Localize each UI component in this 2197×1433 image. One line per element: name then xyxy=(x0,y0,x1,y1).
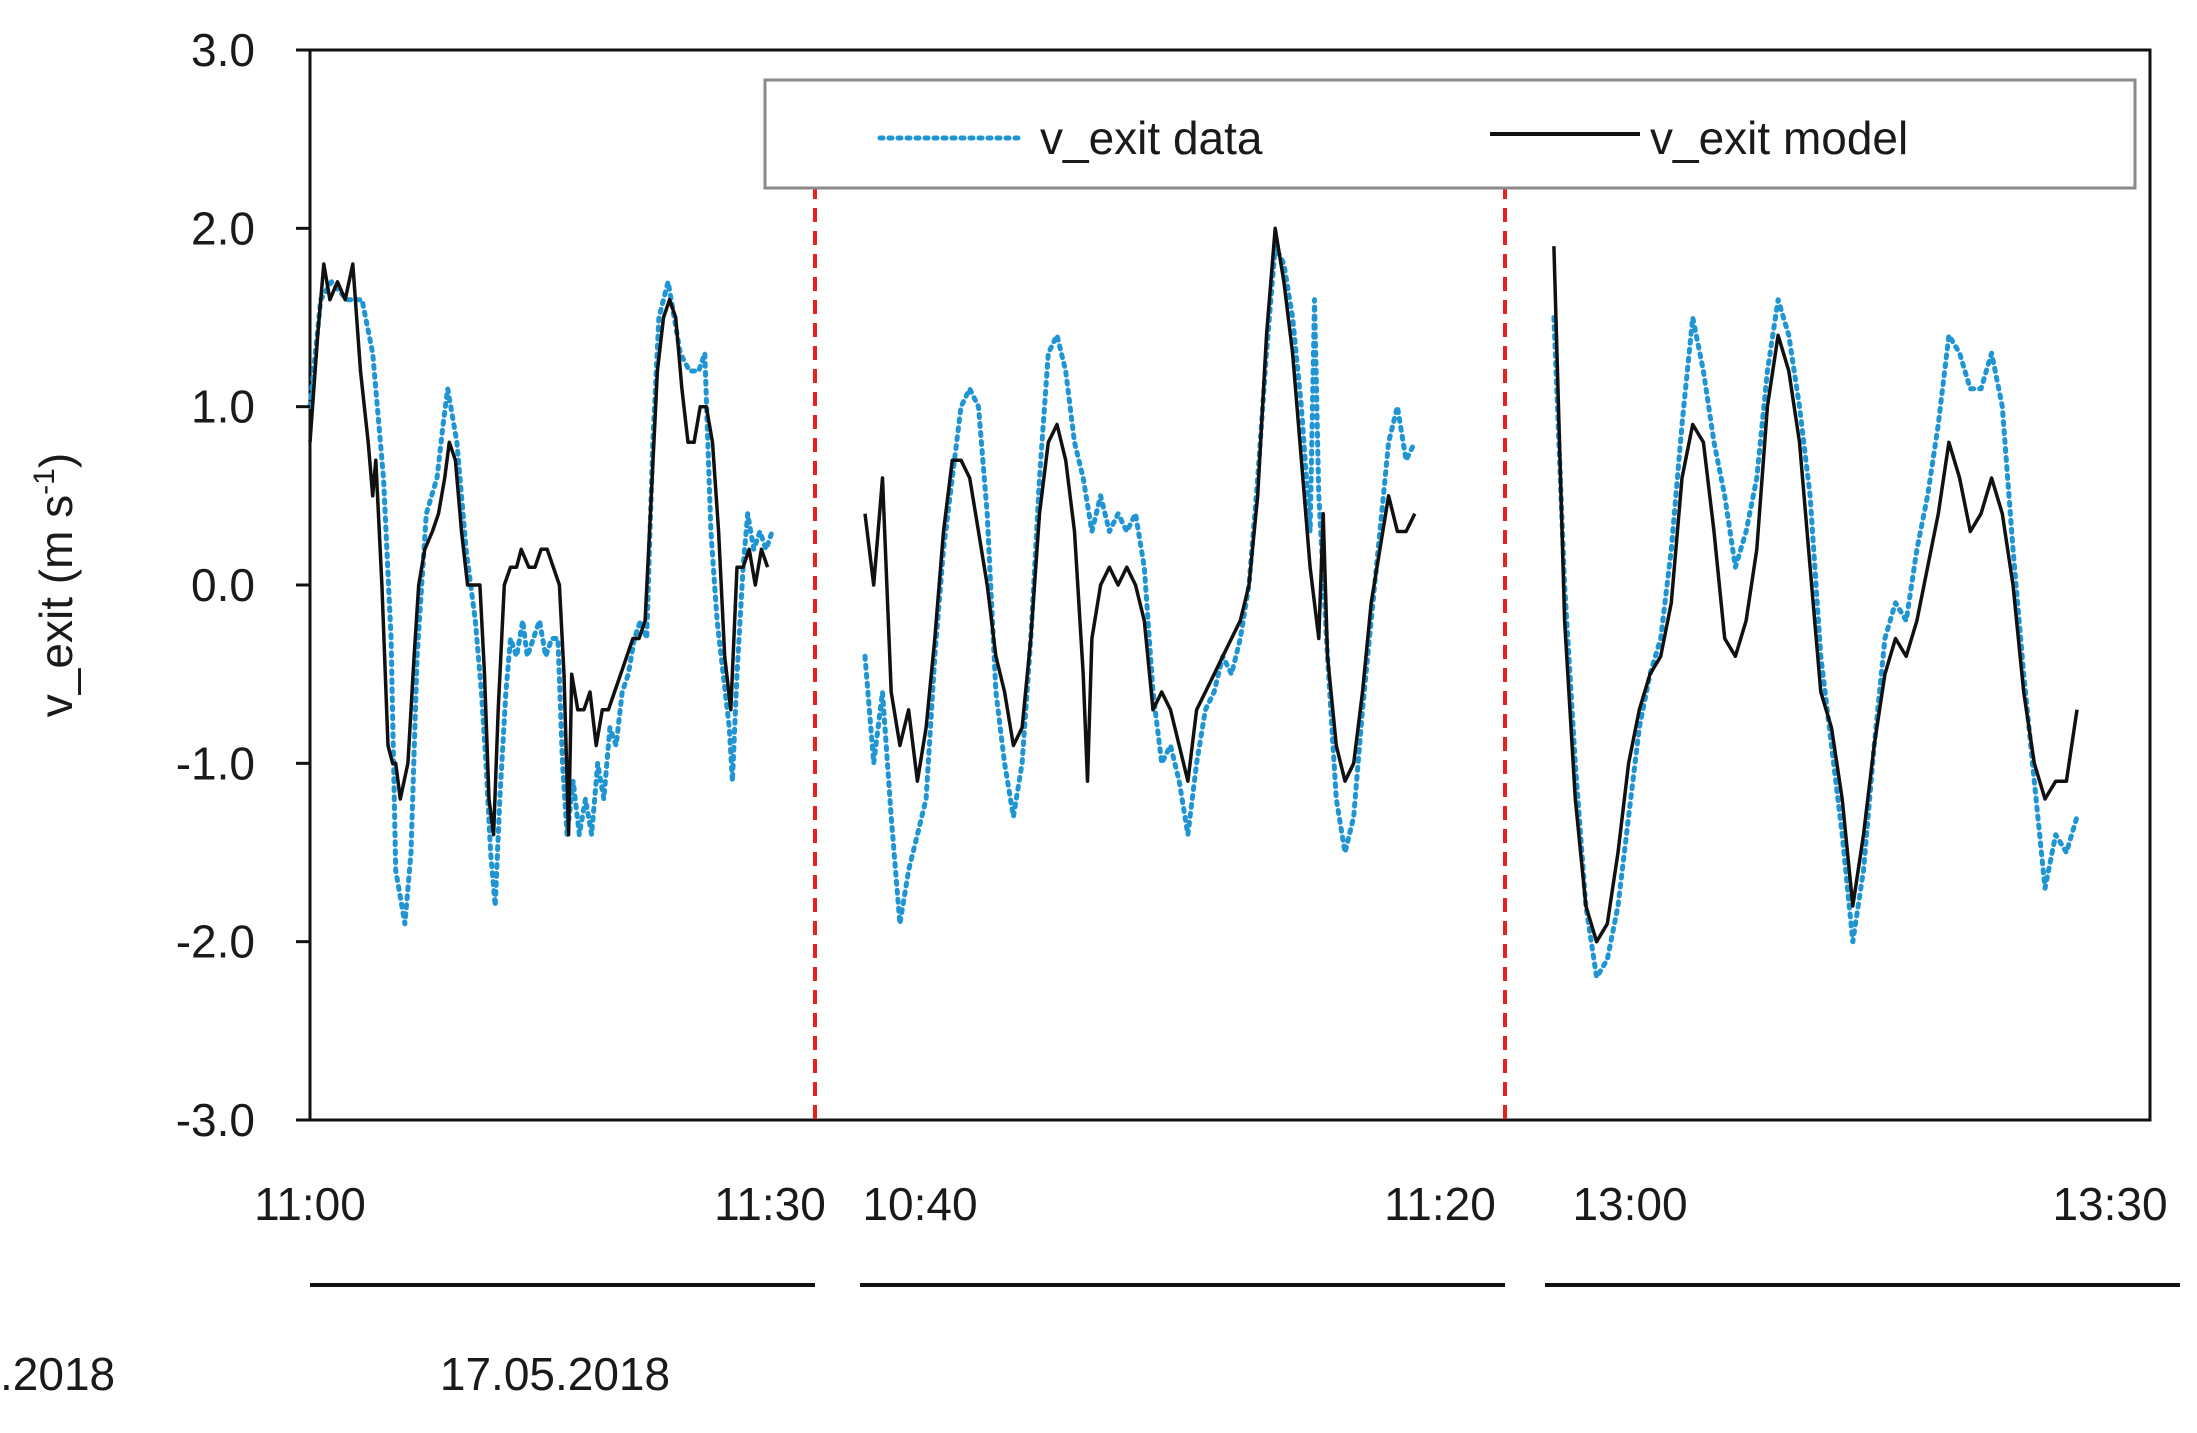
y-axis-label-tail: ) xyxy=(30,453,82,468)
y-axis-label-main: v_exit (m s xyxy=(30,495,82,717)
series-model-line-3 xyxy=(1552,246,2079,944)
y-tick-label: -1.0 xyxy=(176,737,255,789)
plot-frame xyxy=(308,48,2152,1122)
segment-dividers xyxy=(813,185,1507,1120)
y-axis-label: v_exit (m s-1) xyxy=(28,453,82,717)
date-label: 22.05.2018 xyxy=(0,1348,115,1400)
y-tick-label: 2.0 xyxy=(191,202,255,254)
x-tick-label: 11:20 xyxy=(1384,1178,1496,1230)
date-labels: 17.05.2018 22.05.2018 xyxy=(0,1283,2180,1400)
y-axis-label-superscript: -1 xyxy=(28,468,61,495)
series-model-line-1 xyxy=(308,262,770,837)
series-layer xyxy=(307,226,2080,980)
series-model-line-2 xyxy=(863,226,1417,783)
legend-label-model: v_exit model xyxy=(1650,112,1908,164)
x-tick-label: 10:40 xyxy=(862,1178,977,1230)
series-data-line-3 xyxy=(1551,297,2080,980)
x-tick-label: 13:00 xyxy=(1572,1178,1687,1230)
y-tick-label: 3.0 xyxy=(191,24,255,76)
y-tick-label: 0.0 xyxy=(191,559,255,611)
y-tick-label: -3.0 xyxy=(176,1094,255,1146)
legend: v_exit data v_exit model xyxy=(763,78,2137,190)
legend-label-data: v_exit data xyxy=(1040,112,1263,164)
series-data-line-1 xyxy=(307,279,775,927)
plot-area xyxy=(308,48,2152,1122)
x-tick-label: 11:00 xyxy=(254,1178,366,1230)
x-tick-label: 11:30 xyxy=(714,1178,826,1230)
date-label: 17.05.2018 xyxy=(440,1348,670,1400)
axes: 11:00 11:30 10:40 11:20 13:00 13:30 3.0 2.0 1.0 0… xyxy=(28,24,2168,1230)
y-tick-label: 1.0 xyxy=(191,381,255,433)
y-tick-label: -2.0 xyxy=(176,916,255,968)
x-tick-label: 13:30 xyxy=(2052,1178,2167,1230)
legend-box xyxy=(763,78,2137,190)
